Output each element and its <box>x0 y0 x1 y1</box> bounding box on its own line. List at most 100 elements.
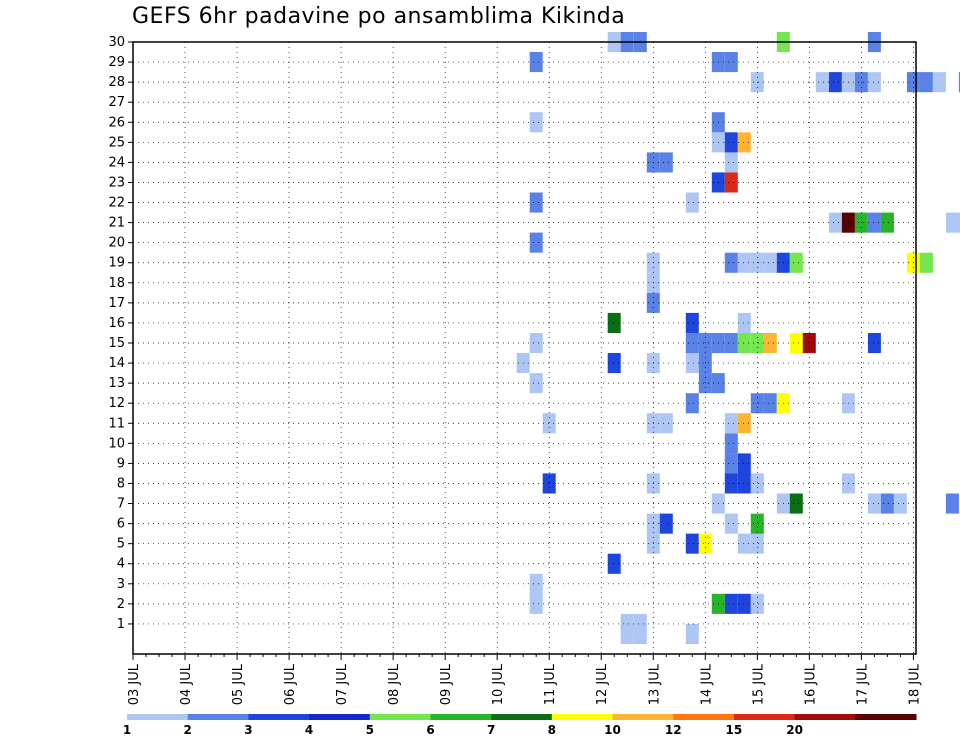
legend-label: 6 <box>426 723 434 737</box>
heatmap-cell <box>867 333 881 354</box>
legend-swatch <box>430 714 492 720</box>
legend-label: 2 <box>184 723 192 737</box>
y-tick-label: 20 <box>108 236 125 251</box>
x-tick-label: 08 JUL <box>387 663 402 705</box>
heatmap-cell <box>698 353 712 374</box>
y-tick-label: 3 <box>117 577 125 592</box>
y-tick-label: 15 <box>108 336 125 351</box>
heatmap-cell <box>737 132 751 153</box>
legend-label: 8 <box>548 723 556 737</box>
heatmap-cell <box>789 493 803 514</box>
heatmap-cell <box>737 312 751 333</box>
heatmap-cell <box>529 232 543 253</box>
heatmap-cell <box>659 152 673 173</box>
legend-label: 4 <box>305 723 313 737</box>
heatmap-cell <box>750 473 764 494</box>
y-tick-label: 6 <box>117 517 125 532</box>
heatmap-cell <box>724 172 738 193</box>
legend-swatch <box>733 714 796 720</box>
heatmap-cell <box>750 333 764 354</box>
heatmap-cell <box>685 312 699 333</box>
legend-swatch <box>551 714 613 720</box>
legend-label: 15 <box>726 723 743 737</box>
y-tick-label: 18 <box>108 276 125 291</box>
y-tick-label: 30 <box>108 35 125 50</box>
heatmap-cell <box>802 333 816 354</box>
heatmap-cell <box>763 333 777 354</box>
heatmap-cell <box>867 72 881 93</box>
heatmap-cell <box>737 593 751 614</box>
heatmap-cell <box>724 513 738 534</box>
heatmap-cell <box>659 513 673 534</box>
heatmap-cell <box>620 613 634 634</box>
heatmap-cell <box>945 212 959 233</box>
y-tick-label: 28 <box>108 75 125 90</box>
y-tick-label: 23 <box>108 175 125 190</box>
heatmap-cell <box>529 52 543 73</box>
heatmap-cell <box>958 72 960 93</box>
heatmap-cell <box>789 252 803 273</box>
heatmap-cell <box>529 112 543 133</box>
heatmap-cell <box>529 333 543 354</box>
heatmap-cell <box>685 192 699 213</box>
heatmap-cell <box>932 72 946 93</box>
legend-swatch <box>369 714 431 720</box>
y-tick-label: 7 <box>117 497 125 512</box>
legend-label: 1 <box>123 723 131 737</box>
heatmap-cell <box>724 433 738 454</box>
heatmap-cell <box>724 593 738 614</box>
x-tick-label: 10 JUL <box>491 663 506 705</box>
x-tick-label: 18 JUL <box>907 663 922 705</box>
heatmap-cell <box>945 493 959 514</box>
heatmap-cell <box>750 593 764 614</box>
heatmap-cell <box>724 453 738 474</box>
heatmap-cell <box>737 533 751 554</box>
legend-swatch <box>127 714 189 720</box>
y-tick-label: 19 <box>108 256 125 271</box>
heatmap-cell <box>919 72 933 93</box>
heatmap-cell <box>737 333 751 354</box>
heatmap-cell <box>815 72 829 93</box>
legend-label: 20 <box>786 723 803 737</box>
y-tick-label: 22 <box>108 196 125 211</box>
y-tick-label: 12 <box>108 396 125 411</box>
heatmap-cell <box>607 312 621 333</box>
heatmap-cell <box>789 333 803 354</box>
x-tick-label: 16 JUL <box>803 663 818 705</box>
legend-label: 3 <box>244 723 252 737</box>
heatmap-cell <box>919 252 933 273</box>
heatmap-cell <box>724 152 738 173</box>
y-tick-label: 24 <box>108 155 125 170</box>
heatmap-cell <box>750 393 764 414</box>
heatmap-cell <box>529 373 543 394</box>
x-tick-label: 09 JUL <box>439 663 454 705</box>
x-tick-label: 03 JUL <box>127 663 142 705</box>
y-tick-label: 21 <box>108 216 125 231</box>
legend-label: 5 <box>366 723 374 737</box>
heatmap-cell <box>867 493 881 514</box>
heatmap-cell <box>737 453 751 474</box>
x-tick-label: 06 JUL <box>283 663 298 705</box>
heatmap-cell <box>698 533 712 554</box>
heatmap-cell <box>828 72 842 93</box>
legend-swatch <box>187 714 249 720</box>
y-tick-label: 13 <box>108 376 125 391</box>
x-tick-label: 13 JUL <box>647 663 662 705</box>
heatmap-cell <box>724 473 738 494</box>
heatmap-cell <box>633 613 647 634</box>
heatmap-cell <box>828 212 842 233</box>
x-tick-label: 12 JUL <box>595 663 610 705</box>
legend-swatch <box>673 714 735 720</box>
legend-swatch <box>794 714 856 720</box>
heatmap-cell <box>724 413 738 434</box>
legend-label: 7 <box>487 723 495 737</box>
x-tick-label: 15 JUL <box>751 663 766 705</box>
heatmap-cell <box>724 252 738 273</box>
heatmap-cell <box>737 413 751 434</box>
x-tick-label: 17 JUL <box>855 663 870 705</box>
heatmap-cell <box>529 593 543 614</box>
heatmap-cell <box>724 52 738 73</box>
heatmap-cell <box>685 393 699 414</box>
heatmap-cell <box>542 413 556 434</box>
